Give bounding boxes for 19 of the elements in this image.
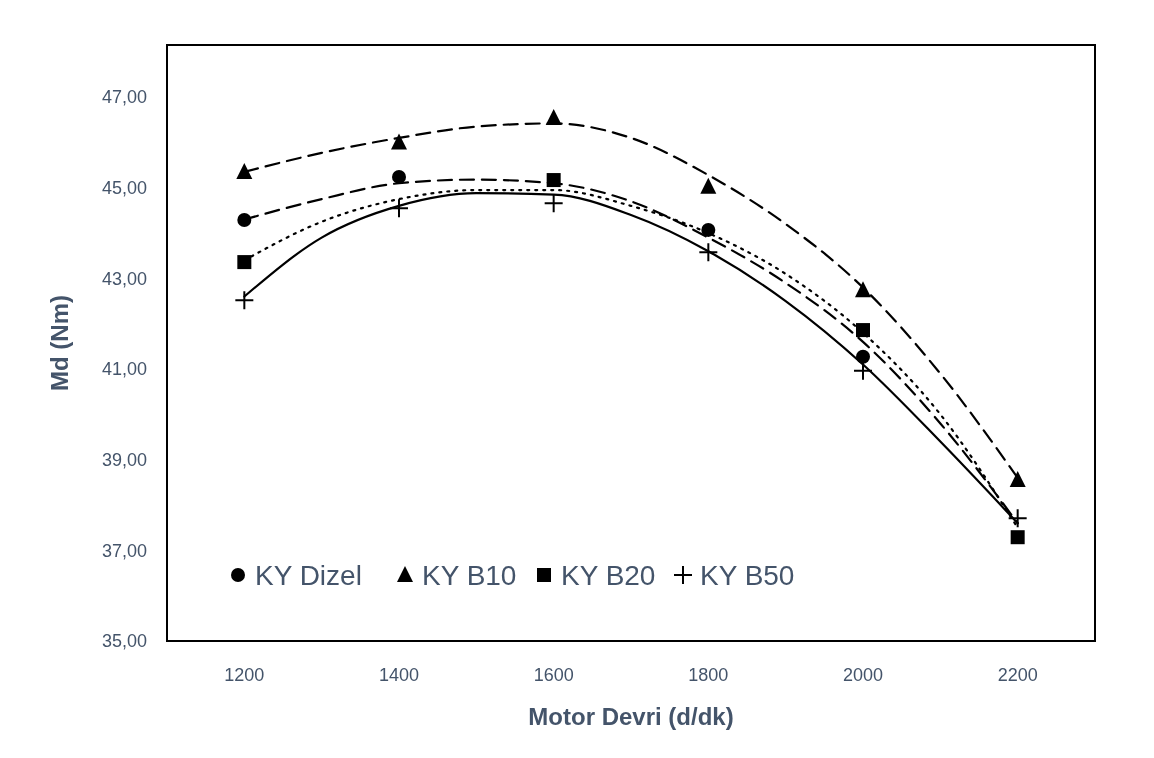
x-tick-label: 2200 [997,665,1038,685]
x-tick-label: 1800 [688,665,729,685]
x-tick-label: 1200 [224,665,265,685]
y-tick-label: 41,00 [101,359,147,380]
legend-label: KY B20 [561,560,656,591]
legend-label: KY B50 [700,560,795,591]
legend-label: KY Dizel [255,560,362,591]
y-tick-label: 47,00 [101,87,147,108]
y-tick-label: 43,00 [101,268,147,289]
y-tick-label: 37,00 [101,540,147,561]
y-tick-label: 35,00 [101,631,147,652]
x-tick-label: 2000 [842,665,884,685]
x-tick-label: 1400 [378,665,420,685]
y-tick-label: 45,00 [101,178,147,199]
y-axis-title: Md (Nm) [46,295,73,391]
x-tick-label: 1600 [533,665,574,685]
x-axis-title: Motor Devri (d/dk) [528,703,734,730]
y-tick-label: 39,00 [101,450,147,471]
legend-label: KY B10 [422,560,517,591]
